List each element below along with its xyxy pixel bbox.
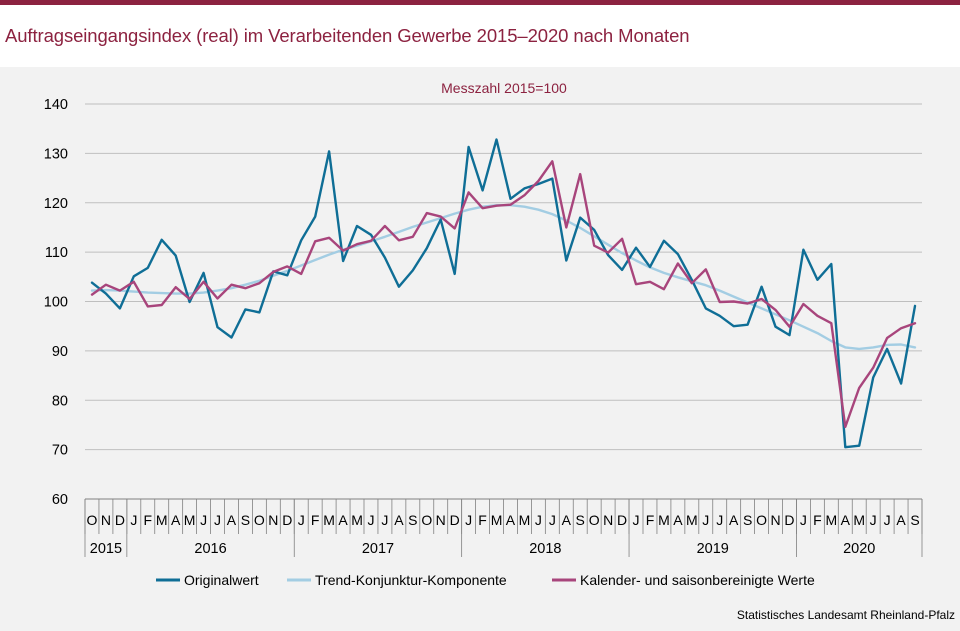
month-label: N (603, 512, 613, 528)
year-label: 2018 (529, 541, 561, 557)
year-label: 2019 (697, 541, 729, 557)
month-label: D (282, 512, 292, 528)
month-label: J (884, 512, 891, 528)
month-label: S (910, 512, 919, 528)
month-label: J (130, 512, 137, 528)
month-label: S (576, 512, 585, 528)
source-note: Statistisches Landesamt Rheinland-Pfalz (737, 608, 955, 622)
month-label: J (381, 512, 388, 528)
legend-label: Kalender- und saisonbereinigte Werte (580, 572, 815, 588)
month-label: A (227, 512, 237, 528)
month-label: J (298, 512, 305, 528)
month-label: M (658, 512, 670, 528)
month-label: S (241, 512, 250, 528)
y-tick-label: 140 (44, 97, 68, 113)
month-label: J (214, 512, 221, 528)
month-label: N (770, 512, 780, 528)
month-label: M (825, 512, 837, 528)
month-label: M (491, 512, 503, 528)
month-label: M (519, 512, 531, 528)
month-label: F (143, 512, 152, 528)
month-label: J (465, 512, 472, 528)
legend-item: Kalender- und saisonbereinigte Werte (552, 572, 815, 588)
month-label: J (633, 512, 640, 528)
legend-label: Originalwert (184, 572, 259, 588)
year-label: 2020 (843, 541, 875, 557)
month-label: A (673, 512, 683, 528)
legend-item: Originalwert (156, 572, 259, 588)
y-tick-label: 120 (44, 196, 68, 212)
y-tick-label: 80 (52, 393, 68, 409)
month-label: F (813, 512, 822, 528)
series-lines (90, 138, 917, 449)
month-label: A (562, 512, 572, 528)
month-label: A (338, 512, 348, 528)
series-line-seasonal (90, 160, 917, 429)
y-tick-label: 70 (52, 443, 68, 459)
month-label: S (408, 512, 417, 528)
month-label: N (101, 512, 111, 528)
month-label: M (853, 512, 865, 528)
month-label: A (841, 512, 851, 528)
month-label: J (716, 512, 723, 528)
y-tick-label: 100 (44, 295, 68, 311)
y-tick-label: 90 (52, 344, 68, 360)
gridlines (85, 103, 922, 451)
chart-panel (0, 67, 960, 631)
chart-subtitle: Messzahl 2015=100 (441, 80, 567, 96)
legend-item: Trend-Konjunktur-Komponente (287, 572, 507, 588)
header: Auftragseingangsindex (real) im Verarbei… (0, 5, 960, 67)
month-label: N (436, 512, 446, 528)
month-label: J (702, 512, 709, 528)
month-label: J (367, 512, 374, 528)
month-label: F (478, 512, 487, 528)
month-label: J (200, 512, 207, 528)
month-label: D (784, 512, 794, 528)
month-label: O (421, 512, 432, 528)
month-label: D (450, 512, 460, 528)
legend: Originalwert Trend-Konjunktur-Komponente K… (156, 572, 815, 588)
month-label: O (756, 512, 767, 528)
y-axis-ticks: 60 70 80 90 100 110 120 130 140 (44, 97, 68, 508)
month-label: J (870, 512, 877, 528)
month-label: A (896, 512, 906, 528)
month-label: O (87, 512, 98, 528)
y-tick-label: 110 (45, 245, 68, 261)
month-label: M (184, 512, 196, 528)
month-label: O (254, 512, 265, 528)
month-label: J (549, 512, 556, 528)
month-label: A (506, 512, 516, 528)
year-label: 2017 (362, 541, 394, 557)
y-tick-label: 60 (52, 492, 68, 508)
month-label: M (686, 512, 698, 528)
month-label: A (729, 512, 739, 528)
month-label: O (589, 512, 600, 528)
series-line-original (90, 138, 917, 449)
month-label: A (171, 512, 181, 528)
top-accent-bar (0, 0, 960, 5)
month-label: F (311, 512, 320, 528)
page-title: Auftragseingangsindex (real) im Verarbei… (5, 25, 690, 46)
month-label: M (156, 512, 168, 528)
month-label: M (323, 512, 335, 528)
month-label: J (535, 512, 542, 528)
legend-label: Trend-Konjunktur-Komponente (315, 572, 507, 588)
month-label: D (617, 512, 627, 528)
year-label: 2015 (90, 541, 122, 557)
y-tick-label: 130 (44, 146, 68, 162)
month-label: D (115, 512, 125, 528)
month-label: F (646, 512, 655, 528)
year-label: 2016 (194, 541, 226, 557)
month-label: S (743, 512, 752, 528)
month-label: M (351, 512, 363, 528)
month-label: J (800, 512, 807, 528)
month-label: N (268, 512, 278, 528)
month-label: A (394, 512, 404, 528)
